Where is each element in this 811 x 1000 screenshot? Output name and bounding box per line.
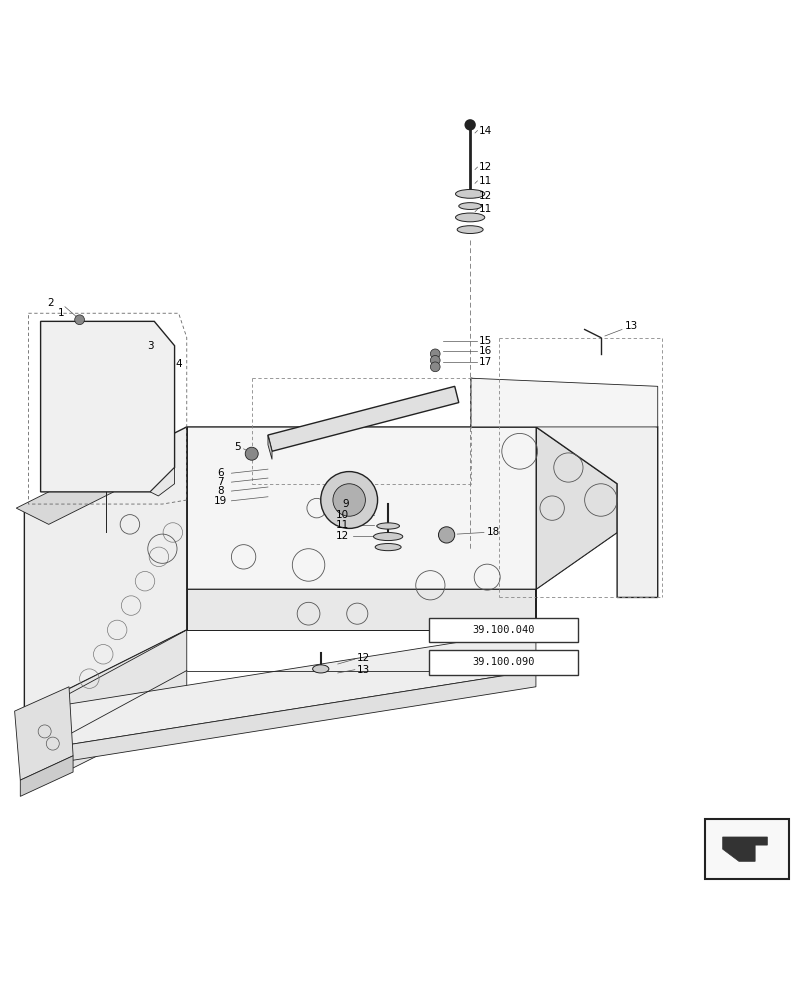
Polygon shape bbox=[24, 630, 187, 792]
Text: 10: 10 bbox=[336, 510, 349, 520]
Polygon shape bbox=[20, 756, 73, 796]
Text: 13: 13 bbox=[624, 321, 637, 331]
Circle shape bbox=[430, 362, 440, 372]
Ellipse shape bbox=[455, 189, 484, 198]
Text: 5: 5 bbox=[234, 442, 241, 452]
Polygon shape bbox=[41, 321, 174, 492]
Text: 12: 12 bbox=[357, 653, 370, 663]
Circle shape bbox=[245, 447, 258, 460]
Text: 12: 12 bbox=[478, 162, 491, 172]
Text: 18: 18 bbox=[487, 527, 500, 537]
Polygon shape bbox=[24, 671, 535, 768]
Circle shape bbox=[75, 315, 84, 325]
Polygon shape bbox=[722, 837, 766, 861]
FancyBboxPatch shape bbox=[428, 650, 577, 675]
Text: 12: 12 bbox=[336, 531, 349, 541]
Ellipse shape bbox=[457, 226, 483, 234]
Polygon shape bbox=[150, 468, 174, 496]
FancyBboxPatch shape bbox=[704, 819, 788, 879]
Polygon shape bbox=[470, 378, 657, 597]
Text: 11: 11 bbox=[336, 520, 349, 530]
Text: 13: 13 bbox=[357, 665, 370, 675]
Circle shape bbox=[430, 355, 440, 365]
Text: 19: 19 bbox=[214, 496, 227, 506]
Text: 16: 16 bbox=[478, 346, 491, 356]
Ellipse shape bbox=[376, 523, 399, 529]
Text: 12: 12 bbox=[478, 191, 491, 201]
Text: 3: 3 bbox=[147, 341, 153, 351]
Circle shape bbox=[464, 119, 475, 131]
Polygon shape bbox=[15, 687, 73, 780]
Text: 1: 1 bbox=[58, 308, 64, 318]
Text: 9: 9 bbox=[342, 499, 349, 509]
Polygon shape bbox=[268, 435, 272, 459]
Text: 7: 7 bbox=[217, 477, 224, 487]
Text: 39.100.090: 39.100.090 bbox=[472, 657, 534, 667]
FancyBboxPatch shape bbox=[428, 618, 577, 642]
Polygon shape bbox=[470, 378, 657, 427]
Ellipse shape bbox=[373, 533, 402, 541]
Text: 4: 4 bbox=[175, 359, 182, 369]
Ellipse shape bbox=[455, 213, 484, 222]
Circle shape bbox=[438, 527, 454, 543]
Text: 11: 11 bbox=[478, 176, 491, 186]
Circle shape bbox=[333, 484, 365, 516]
Text: 8: 8 bbox=[217, 486, 224, 496]
Polygon shape bbox=[187, 589, 535, 630]
Polygon shape bbox=[268, 386, 458, 451]
Polygon shape bbox=[24, 630, 535, 752]
Text: 6: 6 bbox=[217, 468, 224, 478]
Polygon shape bbox=[535, 427, 616, 630]
Polygon shape bbox=[105, 427, 616, 589]
Text: 14: 14 bbox=[478, 126, 491, 136]
Text: 39.100.040: 39.100.040 bbox=[472, 625, 534, 635]
Text: 11: 11 bbox=[478, 204, 491, 214]
Circle shape bbox=[430, 349, 440, 359]
Text: 17: 17 bbox=[478, 357, 491, 367]
Text: 2: 2 bbox=[47, 298, 54, 308]
Circle shape bbox=[320, 472, 377, 528]
Text: 15: 15 bbox=[478, 336, 491, 346]
Ellipse shape bbox=[375, 544, 401, 551]
Polygon shape bbox=[16, 476, 114, 524]
Polygon shape bbox=[24, 427, 187, 711]
Ellipse shape bbox=[458, 203, 481, 209]
Ellipse shape bbox=[312, 665, 328, 673]
